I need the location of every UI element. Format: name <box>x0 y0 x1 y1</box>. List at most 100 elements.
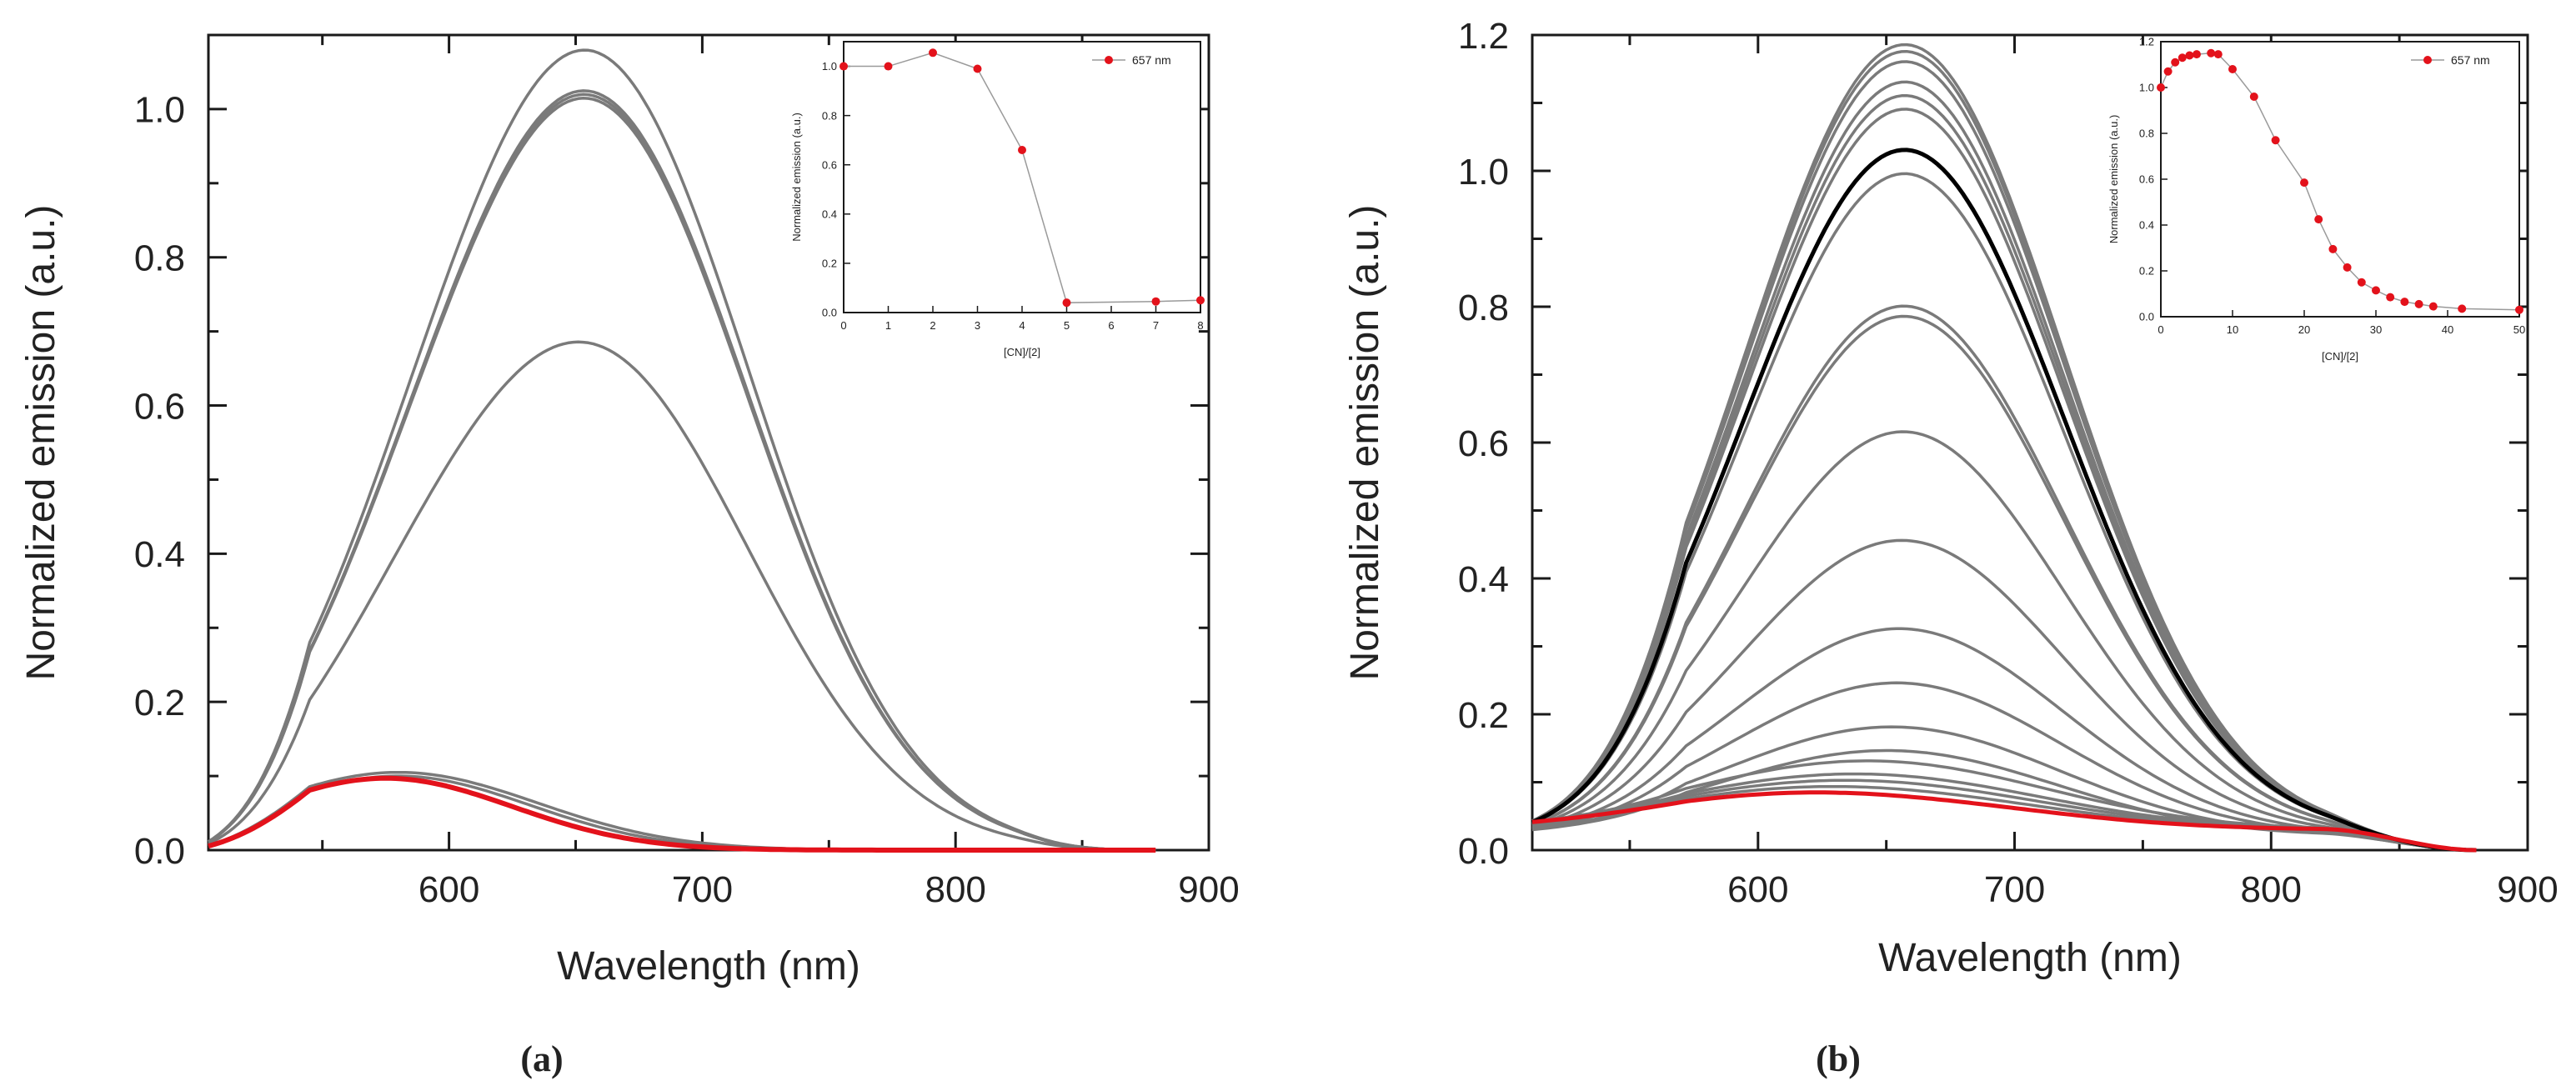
b-inset-x-tick-label: 50 <box>2513 323 2525 336</box>
b-main-axes: 600 700 800 900 0.0 0.2 0.4 0.6 0.8 1.0 1.2 Wavelen… <box>1343 16 2558 980</box>
b-main-x-tick-label: 800 <box>2241 869 2302 910</box>
b-inset-x-tick-label: 10 <box>2227 323 2238 336</box>
b-main-y-tick-label: 1.2 <box>1458 16 1509 57</box>
a-inset-data-point <box>973 64 982 73</box>
b-main-y-tick-label: 1.0 <box>1458 152 1509 193</box>
panel-b-label: (b) <box>1816 1038 1861 1079</box>
a-inset-data-point <box>839 62 848 71</box>
b-inset-x-tick-label: 40 <box>2442 323 2453 336</box>
a-main-y-axis-title: Normalized emission (a.u.) <box>19 205 63 681</box>
b-inset-data-point <box>2207 48 2216 58</box>
a-inset-data-point <box>1151 297 1160 306</box>
b-inset-data-point <box>2400 298 2409 307</box>
b-inset-y-tick-label: 0.8 <box>2139 128 2154 140</box>
b-inset-data-point <box>2213 50 2223 59</box>
a-spectrum-line <box>208 340 1156 852</box>
a-inset-data-point <box>1018 146 1026 154</box>
a-inset-y-axis-title: Normalized emission (a.u.) <box>790 113 803 242</box>
a-inset-x-tick-label: 8 <box>1197 319 1203 332</box>
a-inset-y-tick-label: 0.6 <box>822 158 837 171</box>
b-inset-data-point <box>2185 51 2194 60</box>
a-main-x-axis-title: Wavelength (nm) <box>557 944 860 988</box>
b-inset-data-point <box>2300 178 2308 188</box>
b-main-x-tick-label: 900 <box>2497 869 2558 910</box>
b-inset-data-point <box>2178 53 2187 63</box>
a-main-x-tick-label: 800 <box>925 869 985 910</box>
b-main-y-tick-label: 0.2 <box>1458 695 1509 736</box>
b-inset-data-point <box>2171 58 2180 67</box>
a-spectrum-line <box>208 775 1156 853</box>
a-main-axes: 600 700 800 900 0.0 0.2 0.4 0.6 0.8 1.0 Wavelength… <box>19 33 1240 988</box>
a-inset-y-tick-label: 0.4 <box>822 208 837 220</box>
panel-a-label: (a) <box>520 1038 563 1079</box>
a-main-y-tick-label: 1.0 <box>134 90 185 131</box>
b-inset-y-tick-label: 0.4 <box>2139 219 2154 232</box>
a-inset-plot-frame <box>843 41 1201 313</box>
b-spectrum-line <box>1531 790 2477 853</box>
a-spectrum-line <box>208 97 1156 852</box>
a-inset-x-tick-label: 3 <box>975 319 980 332</box>
b-spectrum-line <box>1531 148 2477 853</box>
b-main-y-tick-label: 0.4 <box>1458 559 1509 600</box>
b-inset-data-point <box>2458 304 2467 313</box>
a-main-x-tick-label: 900 <box>1178 869 1239 910</box>
b-inset-y-tick-label: 1.2 <box>2139 36 2154 48</box>
b-inset-data-point <box>2328 244 2338 253</box>
a-inset-x-tick-label: 6 <box>1108 319 1114 332</box>
a-inset-data-point <box>884 62 893 71</box>
b-inset-data-point <box>2386 293 2395 302</box>
a-main-y-tick-label: 0.4 <box>134 534 185 575</box>
a-inset-x-tick-label: 7 <box>1153 319 1159 332</box>
a-inset-data-point <box>1062 298 1071 308</box>
a-inset-x-tick-label: 5 <box>1064 319 1070 332</box>
b-inset-data-point <box>2428 302 2438 311</box>
a-inset-x-tick-label: 0 <box>840 319 846 332</box>
b-inset-data-point <box>2163 67 2173 76</box>
a-inset-y-tick-label: 0.0 <box>822 307 837 319</box>
b-inset-x-tick-label: 30 <box>2370 323 2382 336</box>
b-inset-data-point <box>2515 305 2523 314</box>
b-inset-legend-marker <box>2423 56 2432 64</box>
b-spectrum-line <box>1531 314 2477 852</box>
a-spectrum-line <box>208 770 1156 852</box>
a-main-y-tick-label: 0.0 <box>134 831 185 872</box>
b-inset-data-point <box>2228 65 2237 73</box>
b-inset-data-point <box>2414 299 2423 308</box>
a-main-y-tick-label: 0.2 <box>134 683 185 723</box>
a-inset-series-line <box>844 52 1201 303</box>
b-inset-data-point <box>2357 278 2366 287</box>
a-inset-legend-marker <box>1105 56 1113 64</box>
b-spectrum-line <box>1531 772 2477 852</box>
b-inset-x-tick-label: 0 <box>2158 323 2163 336</box>
b-inset-data-point <box>2271 136 2280 145</box>
b-inset-y-axis-title: Normalized emission (a.u.) <box>2107 115 2120 244</box>
b-inset-legend-label: 657 nm <box>2451 53 2490 67</box>
b-main-x-axis-title: Wavelength (nm) <box>1878 936 2182 980</box>
a-inset-x-tick-label: 1 <box>885 319 891 332</box>
b-main-y-tick-label: 0.8 <box>1458 288 1509 328</box>
b-inset-data-point <box>2157 83 2165 92</box>
a-inset-legend-label: 657 nm <box>1132 53 1171 67</box>
a-main-y-tick-label: 0.8 <box>134 238 185 279</box>
b-main-y-tick-label: 0.6 <box>1458 423 1509 464</box>
b-spectrum-line <box>1531 538 2477 852</box>
b-inset-data-point <box>2314 215 2323 224</box>
a-inset-y-tick-label: 1.0 <box>822 60 837 73</box>
b-main-y-axis-title: Normalized emission (a.u.) <box>1343 205 1387 681</box>
b-inset-data-point <box>2343 263 2352 272</box>
b-main-y-tick-label: 0.0 <box>1458 831 1509 872</box>
b-inset-x-tick-label: 20 <box>2298 323 2310 336</box>
b-inset-data-point <box>2249 93 2258 101</box>
b-inset-legend: 657 nm <box>2411 53 2490 67</box>
a-inset-data-point <box>929 48 937 58</box>
b-inset-data-point <box>2372 286 2380 295</box>
a-inset-y-tick-label: 0.8 <box>822 109 837 122</box>
a-inset-legend: 657 nm <box>1092 53 1171 67</box>
a-inset-axes: 0 1 2 3 4 5 6 7 8 0.0 0.2 0.4 0.6 0.8 1.0 [CN]/[2] Norma… <box>790 41 1205 358</box>
a-inset-data-point <box>1196 296 1205 305</box>
b-main-x-tick-label: 700 <box>1984 869 2045 910</box>
b-main-x-tick-label: 600 <box>1727 869 1788 910</box>
a-inset-y-tick-label: 0.2 <box>822 258 837 270</box>
a-main-y-tick-label: 0.6 <box>134 386 185 427</box>
